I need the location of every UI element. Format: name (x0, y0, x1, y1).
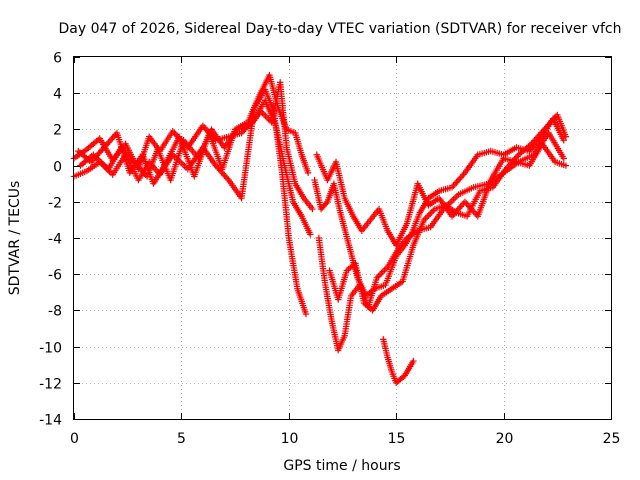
x-tick-label: 20 (496, 431, 514, 447)
data-point (457, 174, 464, 181)
data-point (453, 179, 460, 186)
plot-frame (73, 56, 612, 420)
data-point (457, 203, 464, 210)
data-point (381, 266, 388, 274)
data-point (96, 149, 103, 156)
data-point (304, 169, 312, 177)
y-tick-label: 0 (53, 160, 62, 176)
x-tick-label: 5 (177, 431, 186, 447)
y-tick-label: 4 (53, 87, 62, 103)
data-point (262, 112, 269, 120)
chart-title: Day 047 of 2026, Sidereal Day-to-day VTE… (58, 21, 621, 37)
y-tick-label: 6 (53, 51, 62, 67)
data-point (260, 111, 268, 118)
data-point (454, 177, 461, 185)
data-point (108, 136, 115, 143)
data-point (322, 200, 330, 207)
data-point (309, 205, 316, 213)
x-tick-label: 0 (70, 431, 79, 447)
axis-ticks: -14 -12 -10 -8 -6 -4 -2 0 2 4 6 0 5 10 15 20 25 (39, 51, 620, 448)
data-point (458, 201, 466, 209)
data-point (428, 208, 435, 216)
data-point (222, 173, 229, 181)
y-tick-label: -2 (48, 196, 62, 212)
series-track-h (313, 140, 570, 249)
data-point (410, 357, 417, 365)
y-tick-label: -10 (39, 341, 62, 357)
series-track-f (315, 129, 567, 354)
data-point (456, 176, 463, 183)
data-point (560, 155, 567, 162)
data-point (423, 213, 431, 220)
data-point (427, 210, 434, 217)
series-track-b (70, 86, 310, 318)
y-tick-label: -6 (48, 268, 62, 284)
data-point (451, 180, 459, 188)
y-tick-label: 2 (53, 123, 62, 139)
x-tick-label: 25 (603, 431, 621, 447)
y-axis-label: SDTVAR / TECUs (7, 181, 23, 296)
data-point (461, 198, 469, 205)
data-point (110, 133, 118, 140)
data-point (379, 268, 387, 275)
data-point (221, 172, 228, 179)
data-point (471, 209, 479, 217)
data-marks (70, 71, 570, 386)
data-point (562, 133, 570, 140)
x-axis-label: GPS time / hours (283, 458, 400, 474)
data-point (425, 212, 432, 219)
data-point (307, 231, 314, 238)
y-tick-label: -4 (48, 232, 62, 248)
grid (74, 57, 611, 419)
data-point (458, 172, 466, 180)
data-point (106, 137, 113, 145)
series-track-i (380, 336, 417, 386)
data-point (514, 153, 521, 160)
data-point (376, 271, 384, 278)
x-tick-label: 15 (388, 431, 406, 447)
series-track-d (75, 71, 312, 187)
y-tick-label: -14 (39, 413, 62, 429)
y-tick-label: -8 (48, 304, 62, 320)
x-tick-label: 10 (281, 431, 299, 447)
data-point (560, 137, 567, 144)
data-point (302, 310, 310, 318)
data-point (463, 200, 470, 207)
data-point (219, 170, 227, 177)
y-tick-label: -12 (39, 377, 62, 393)
data-point (562, 162, 570, 169)
series-track-c (77, 79, 316, 213)
data-point (378, 269, 385, 277)
data-point (456, 205, 463, 212)
